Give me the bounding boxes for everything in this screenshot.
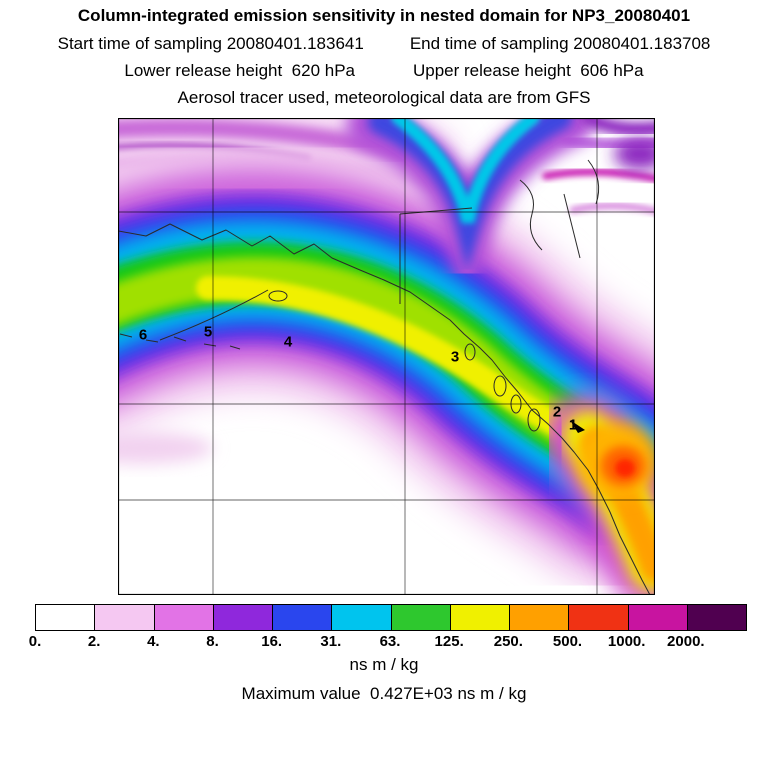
vbranch-blue (368, 118, 572, 272)
hotspot-red-core (615, 459, 635, 477)
map-canvas (118, 118, 655, 595)
coastline-mainland (118, 223, 651, 595)
track-arrow (570, 420, 585, 433)
coastal-island (464, 343, 476, 361)
colorbar-segment (332, 605, 392, 630)
lower-release-label: Lower release height 620 hPa (124, 61, 355, 80)
border-line (563, 193, 581, 259)
border-yukon-north (399, 207, 473, 215)
max-value-line: Maximum value 0.427E+03 ns m / kg (0, 684, 768, 704)
coastal-island (527, 408, 541, 432)
coastlines (118, 159, 651, 595)
colorbar-tick-label: 250. (493, 633, 523, 650)
colorbar-segment (213, 605, 273, 630)
colorbar-tick-label: 0. (28, 633, 42, 650)
filament-violet (560, 134, 655, 152)
colorbar-segment (628, 605, 688, 630)
colorbar-tick-label: 4. (147, 633, 160, 650)
colorbar-segment (569, 605, 629, 630)
colorbar-tick-label: 31. (320, 633, 342, 650)
end-time-label: End time of sampling 20080401.183708 (409, 34, 711, 53)
colorbar-segment (273, 605, 333, 630)
coastal-island (493, 375, 507, 397)
track-point-label: 3 (450, 348, 460, 366)
colorbar-tick-label: 2. (87, 633, 101, 650)
colorbar-segment (95, 605, 155, 630)
upper-release-label: Upper release height 606 hPa (413, 61, 644, 80)
colorbar-ticks: 0. 2. 4. 8. 16. 31. 63. 125. 250. 500. 1000. 2000. (29, 633, 745, 651)
filament-magenta (542, 167, 655, 183)
plot-title: Column-integrated emission sensitivity i… (77, 6, 691, 25)
release-height-row: Lower release height 620 hPa Upper relea… (0, 61, 768, 81)
river (519, 179, 543, 251)
sampling-time-row: Start time of sampling 20080401.183641 E… (0, 34, 768, 54)
colorbar-segment (154, 605, 214, 630)
colorbar-tick-label: 2000. (667, 633, 705, 650)
colorbar-tick-label: 16. (261, 633, 283, 650)
colorbar-segment (36, 605, 96, 630)
alaska-peninsula (159, 289, 269, 341)
tracer-info-row: Aerosol tracer used, meteorological data… (0, 88, 768, 108)
filament-purple-top (581, 118, 655, 137)
plume-art (118, 118, 655, 595)
grid-lines (118, 118, 655, 595)
map-border (118, 118, 655, 595)
colorbar-tick-label: 500. (552, 633, 583, 650)
track-point-label: 4 (283, 333, 293, 351)
colorbar-segment (450, 605, 510, 630)
colorbar-segment (510, 605, 570, 630)
wisp-pink (118, 432, 213, 464)
track-point-label: 5 (203, 323, 213, 341)
track-point-label: 2 (552, 403, 562, 421)
start-time-label: Start time of sampling 20080401.183641 (57, 34, 364, 53)
colorbar (35, 604, 747, 631)
blob-purple-corner (614, 138, 655, 170)
aleutian-islands (119, 333, 241, 350)
colorbar-units: ns m / kg (349, 655, 419, 674)
tracer-label: Aerosol tracer used, meteorological data… (177, 88, 591, 107)
kodiak-island (268, 290, 288, 302)
max-value-text: Maximum value 0.427E+03 ns m / kg (241, 684, 527, 703)
colorbar-segment (687, 605, 746, 630)
colorbar-tick-label: 125. (434, 633, 464, 650)
colorbar-tick-label: 1000. (607, 633, 646, 650)
colorbar-tick-label: 63. (379, 633, 401, 650)
track-point-label: 6 (138, 326, 148, 344)
track-point-label: 1 (568, 416, 578, 434)
colorbar-segment (391, 605, 451, 630)
filament-pink (569, 202, 655, 215)
colorbar-tick-label: 8. (206, 633, 219, 650)
vbranch-cyan (391, 118, 540, 224)
